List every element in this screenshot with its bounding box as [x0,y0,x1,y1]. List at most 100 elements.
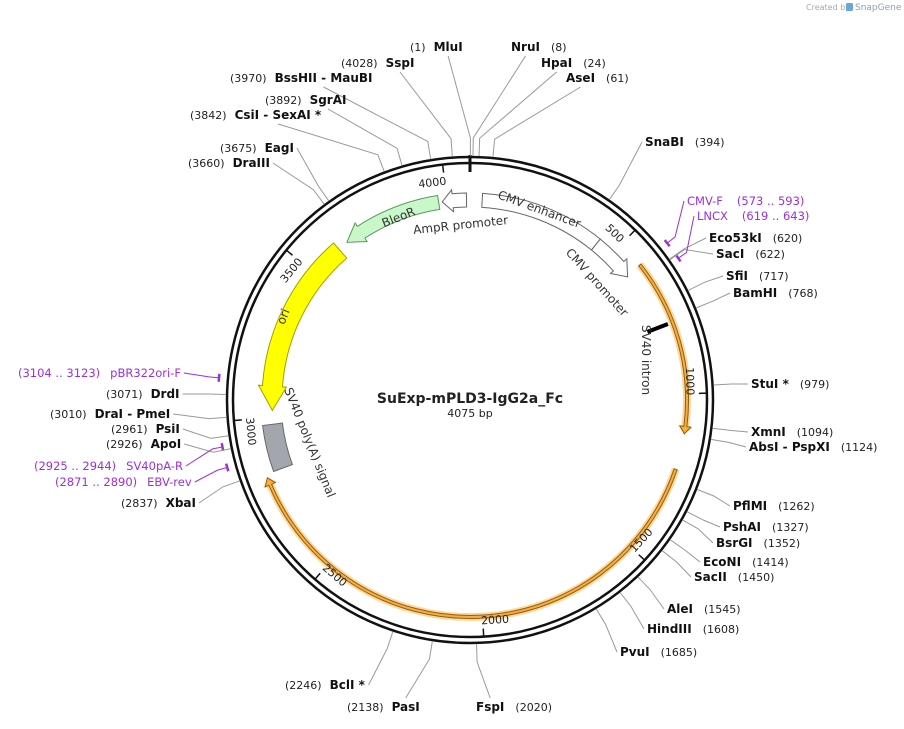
label-part: (3892) [265,94,302,107]
leader-line [666,200,685,244]
site-label: SnaBI (394) [645,135,725,149]
site-label: SfiI (717) [726,269,789,283]
site-label: (2246) BclI * [285,678,366,692]
label-part: (1) [410,41,426,54]
label-part: XmnI [751,425,786,439]
tick-label: 4000 [418,175,447,191]
feature-label: AmpR promoter [412,213,508,237]
leader-line [608,141,643,200]
label-part: SV40pA-R [126,459,183,473]
created-by: Created by [806,3,850,12]
label-part: PasI [392,700,420,714]
feature-label: SV40 poly(A) signal [281,386,338,500]
primer-mark [217,373,221,382]
label-part: (1608) [703,623,740,636]
label-part: (2837) [121,497,158,510]
label-part: SgrAI [310,93,347,107]
label-part: (1094) [797,426,834,439]
label-part: (2020) [515,701,552,714]
site-label: NruI (8) [511,40,567,54]
label-part: AseI [566,71,595,85]
plasmid-name: SuExp-mPLD3-IgG2a_Fc [377,391,563,407]
site-label: StuI * (979) [751,377,829,391]
leader-line [492,86,581,158]
leader-line [678,215,695,259]
leader-line [696,488,731,507]
feature-label: ori [274,307,293,327]
label-part: (1124) [841,441,878,454]
site-label: (3010) DraI - PmeI [50,407,170,421]
tick-mark [629,229,636,237]
site-label: HpaI (24) [541,56,606,70]
leader-line [687,275,724,291]
leader-line [272,162,325,205]
site-label: CMV-F (573 .. 593) [687,194,804,208]
tick-label: 500 [602,222,626,246]
site-label: PflMI (1262) [733,499,815,513]
leader-line [198,480,240,504]
leader-line [185,446,223,467]
leader-line [399,71,453,157]
label-part: (573 .. 593) [737,194,805,208]
tick-mark [233,419,242,422]
site-label: XmnI (1094) [751,425,833,439]
label-part: Eco53kI [709,231,762,245]
label-part: (1450) [738,571,775,584]
feature-label: SV40 intron [639,325,653,395]
label-part: (2961) [111,423,148,436]
site-label: (3675) EagI [220,141,294,155]
label-part: (3970) [230,72,267,85]
feature-arrow [441,188,468,213]
leaders [173,55,749,699]
site-label: HindIII (1608) [647,622,739,636]
site-label: EcoNI (1414) [703,555,789,569]
site-label: (2926) ApoI [106,437,181,451]
site-label: (2925 .. 2944) SV40pA-R [34,459,183,473]
label-part: FspI [476,700,504,714]
leader-line [669,237,707,260]
leader-line [713,383,749,386]
label-part: (4028) [341,57,378,70]
label-part: AleI [667,602,693,616]
site-label: PshAI (1327) [723,520,809,534]
leader-line [595,608,618,653]
label-part: MluI [434,40,463,54]
label-part: DrdI [151,387,180,401]
feature-arrow [264,468,678,619]
label-part: SspI [386,56,415,70]
label-part: BsrGI [716,536,753,550]
leader-line [183,372,220,379]
site-label: (1) MluI [410,40,463,54]
label-part: PflMI [733,499,767,513]
leader-line [296,147,330,202]
feature-arrow [262,422,294,473]
site-label: (2871 .. 2890) EBV-rev [55,475,192,489]
site-label: BamHI (768) [733,286,818,300]
site-label: (3660) DraIII [188,156,270,170]
primer-mark [663,239,671,248]
label-part: PvuI [620,645,650,659]
label-part: BssHII - MauBI [275,71,373,85]
label-part: BamHI [733,286,777,300]
label-part: ApoI [151,437,182,451]
tick-label: 2500 [320,561,350,589]
label-part: (61) [606,72,629,85]
label-part: HindIII [647,622,692,636]
label-part: (3842) [190,109,227,122]
leader-line [669,249,714,261]
tick-mark [285,249,294,256]
site-label: (2837) XbaI [121,496,196,510]
site-label: (3104 .. 3123) pBR322ori-F [18,366,181,380]
leader-line [476,643,491,699]
label-part: PshAI [723,520,761,534]
label-part: (2925 .. 2944) [34,459,116,473]
label-part: (622) [755,248,785,261]
intron-bar [646,322,669,334]
tick-label: 1000 [683,367,697,395]
site-label: (3892) SgrAI [265,93,346,107]
leader-line [182,428,229,439]
label-part: pBR322ori-F [110,366,181,380]
feature-label: CMV promoter [563,246,631,320]
leader-line [184,443,232,453]
label-part: XbaI [166,496,196,510]
